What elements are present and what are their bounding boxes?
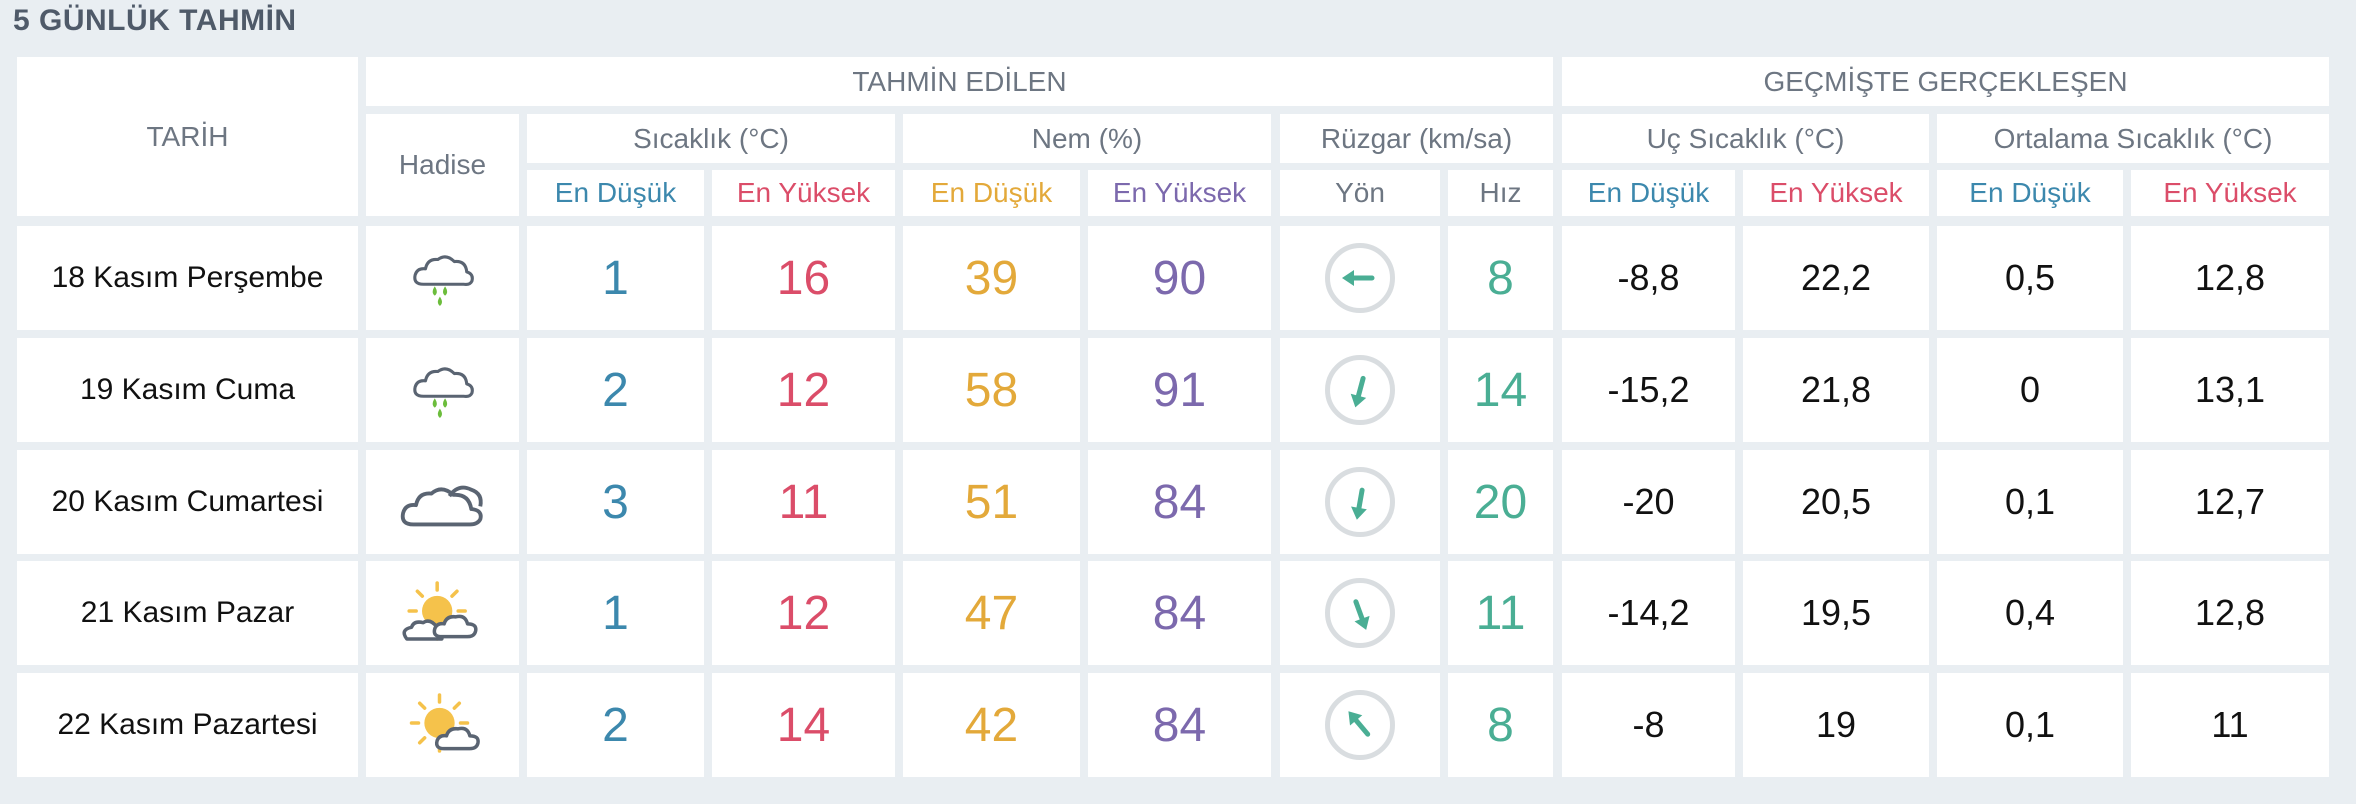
- wind-direction-icon: [1325, 690, 1395, 760]
- wind-direction-icon: [1325, 578, 1395, 648]
- wind-speed-cell: 8: [1448, 673, 1553, 777]
- header-forecast: TAHMİN EDİLEN: [366, 57, 1553, 106]
- humidity-high-cell: 84: [1088, 450, 1271, 554]
- date-cell: 19 Kasım Cuma: [17, 338, 358, 442]
- extreme-high-cell: 21,8: [1743, 338, 1929, 442]
- temp-high-cell: 16: [712, 226, 895, 330]
- humidity-high-cell: 84: [1088, 561, 1271, 665]
- header-extreme-temp: Uç Sıcaklık (°C): [1562, 114, 1929, 163]
- header-wind: Rüzgar (km/sa): [1280, 114, 1553, 163]
- wind-direction-cell: [1280, 450, 1440, 554]
- average-low-cell: 0,4: [1937, 561, 2123, 665]
- extreme-low-cell: -8,8: [1562, 226, 1735, 330]
- extreme-low-cell: -8: [1562, 673, 1735, 777]
- header-temp-high: En Yüksek: [712, 170, 895, 216]
- humidity-low-cell: 42: [903, 673, 1080, 777]
- average-low-cell: 0,5: [1937, 226, 2123, 330]
- header-avg-temp: Ortalama Sıcaklık (°C): [1937, 114, 2329, 163]
- extreme-high-cell: 20,5: [1743, 450, 1929, 554]
- average-low-cell: 0,1: [1937, 673, 2123, 777]
- wind-direction-icon: [1325, 355, 1395, 425]
- header-avg-high: En Yüksek: [2131, 170, 2329, 216]
- header-event: Hadise: [366, 114, 519, 216]
- header-avg-low: En Düşük: [1937, 170, 2123, 216]
- weather-icon-cell: [366, 338, 519, 442]
- humidity-low-cell: 39: [903, 226, 1080, 330]
- rain-cloud-icon: [408, 355, 478, 426]
- header-temp-low: En Düşük: [527, 170, 704, 216]
- average-low-cell: 0,1: [1937, 450, 2123, 554]
- weather-icon-cell: [366, 561, 519, 665]
- humidity-low-cell: 51: [903, 450, 1080, 554]
- temp-low-cell: 2: [527, 673, 704, 777]
- weather-icon-cell: [366, 226, 519, 330]
- header-past: GEÇMİŞTE GERÇEKLEŞEN: [1562, 57, 2329, 106]
- average-low-cell: 0: [1937, 338, 2123, 442]
- header-temp: Sıcaklık (°C): [527, 114, 895, 163]
- temp-low-cell: 3: [527, 450, 704, 554]
- wind-speed-cell: 14: [1448, 338, 1553, 442]
- average-high-cell: 12,7: [2131, 450, 2329, 554]
- wind-direction-cell: [1280, 338, 1440, 442]
- wind-direction-cell: [1280, 226, 1440, 330]
- wind-direction-icon: [1325, 243, 1395, 313]
- temp-high-cell: 11: [712, 450, 895, 554]
- temp-high-cell: 14: [712, 673, 895, 777]
- extreme-low-cell: -20: [1562, 450, 1735, 554]
- temp-low-cell: 1: [527, 226, 704, 330]
- wind-speed-cell: 8: [1448, 226, 1553, 330]
- weather-icon-cell: [366, 673, 519, 777]
- average-high-cell: 13,1: [2131, 338, 2329, 442]
- header-ext-high: En Yüksek: [1743, 170, 1929, 216]
- average-high-cell: 12,8: [2131, 226, 2329, 330]
- temp-high-cell: 12: [712, 561, 895, 665]
- temp-low-cell: 2: [527, 338, 704, 442]
- humidity-high-cell: 90: [1088, 226, 1271, 330]
- humidity-low-cell: 58: [903, 338, 1080, 442]
- header-hum-low: En Düşük: [903, 170, 1080, 216]
- header-date: TARİH: [17, 57, 358, 216]
- header-wind-speed: Hız: [1448, 170, 1553, 216]
- wind-speed-cell: 20: [1448, 450, 1553, 554]
- extreme-high-cell: 19: [1743, 673, 1929, 777]
- partly-cloudy-icon: [400, 576, 486, 651]
- header-wind-dir: Yön: [1280, 170, 1440, 216]
- date-cell: 20 Kasım Cumartesi: [17, 450, 358, 554]
- extreme-low-cell: -14,2: [1562, 561, 1735, 665]
- weather-icon-cell: [366, 450, 519, 554]
- rain-cloud-icon: [408, 243, 478, 314]
- extreme-low-cell: -15,2: [1562, 338, 1735, 442]
- humidity-high-cell: 84: [1088, 673, 1271, 777]
- average-high-cell: 11: [2131, 673, 2329, 777]
- wind-direction-cell: [1280, 561, 1440, 665]
- cloud-icon: [398, 467, 488, 538]
- date-cell: 18 Kasım Perşembe: [17, 226, 358, 330]
- sun-cloud-icon: [403, 688, 483, 763]
- date-cell: 21 Kasım Pazar: [17, 561, 358, 665]
- header-hum-high: En Yüksek: [1088, 170, 1271, 216]
- humidity-high-cell: 91: [1088, 338, 1271, 442]
- temp-low-cell: 1: [527, 561, 704, 665]
- humidity-low-cell: 47: [903, 561, 1080, 665]
- average-high-cell: 12,8: [2131, 561, 2329, 665]
- wind-direction-icon: [1325, 467, 1395, 537]
- extreme-high-cell: 22,2: [1743, 226, 1929, 330]
- wind-direction-cell: [1280, 673, 1440, 777]
- temp-high-cell: 12: [712, 338, 895, 442]
- wind-speed-cell: 11: [1448, 561, 1553, 665]
- date-cell: 22 Kasım Pazartesi: [17, 673, 358, 777]
- header-humidity: Nem (%): [903, 114, 1271, 163]
- section-title: 5 GÜNLÜK TAHMİN: [13, 4, 297, 37]
- extreme-high-cell: 19,5: [1743, 561, 1929, 665]
- header-ext-low: En Düşük: [1562, 170, 1735, 216]
